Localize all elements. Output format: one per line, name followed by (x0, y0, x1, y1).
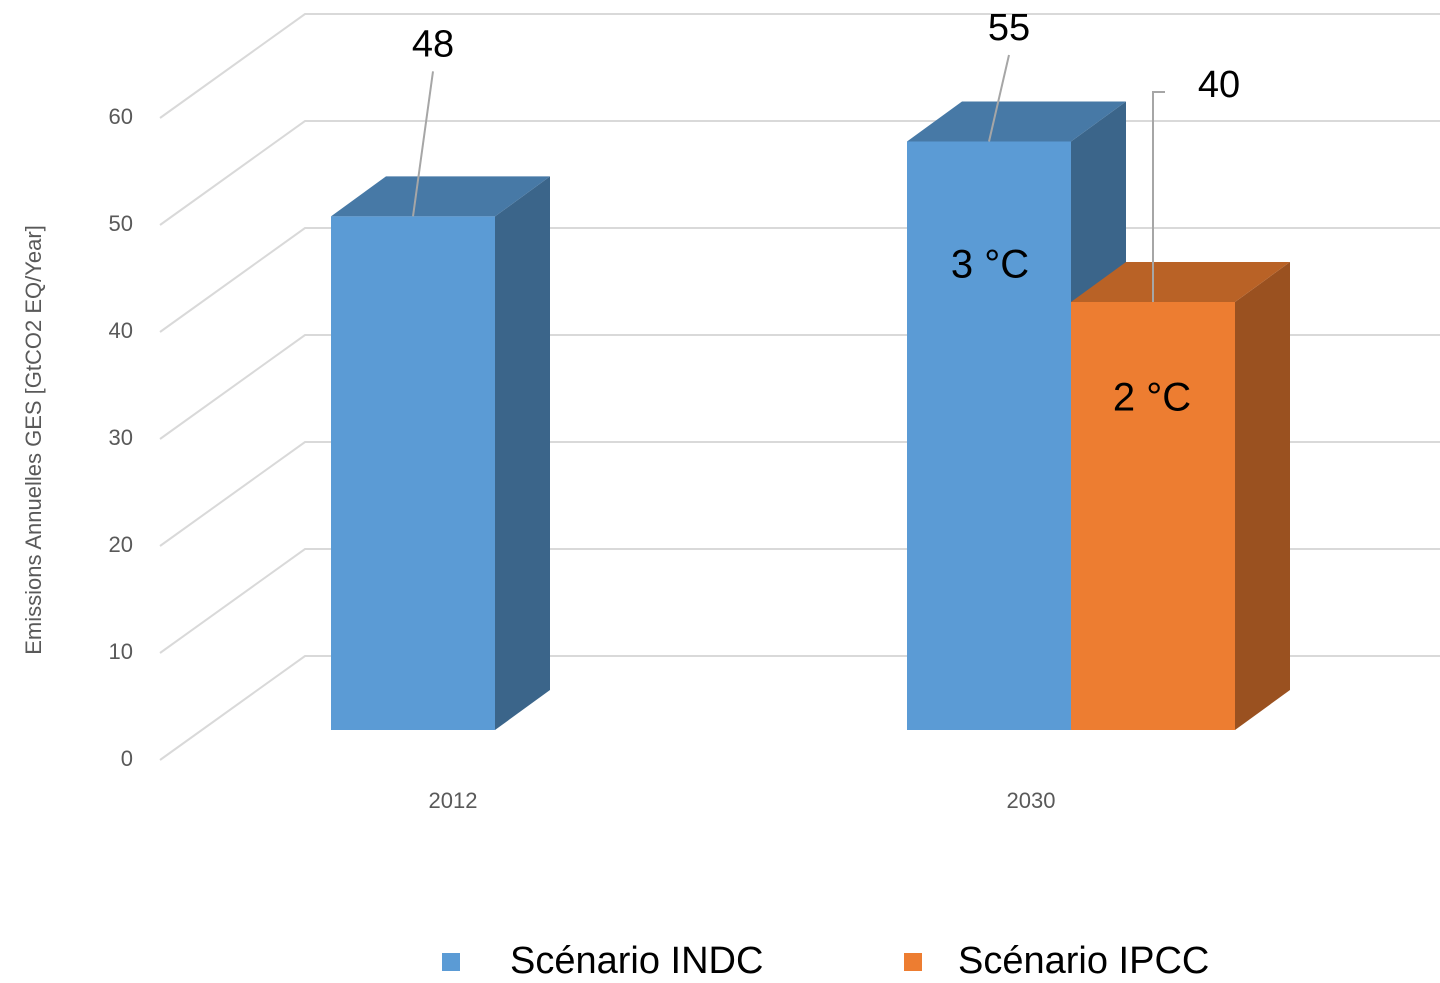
y-tick-label: 40 (109, 318, 133, 343)
bar (1071, 302, 1235, 730)
legend-label: Scénario IPCC (958, 940, 1209, 982)
leader-line (1152, 91, 1165, 302)
value-label: 48 (412, 23, 454, 65)
bar-top (331, 176, 550, 217)
leader-line (988, 54, 1010, 142)
y-tick-label: 60 (109, 104, 133, 129)
annotation: 2 °C (1113, 376, 1191, 420)
annotation: 3 °C (951, 243, 1029, 287)
legend-swatch (442, 953, 460, 971)
bar-top (907, 101, 1126, 142)
bar-top (1071, 262, 1290, 302)
leader-line (412, 71, 434, 217)
value-label: 55 (988, 7, 1030, 49)
y-tick-label: 50 (109, 211, 133, 236)
grid-line (159, 13, 1440, 119)
bar (907, 141, 1071, 730)
y-tick-label: 30 (109, 425, 133, 450)
y-tick-label: 20 (109, 532, 133, 557)
y-tick-label: 0 (121, 746, 133, 771)
bar-side (1235, 262, 1290, 730)
bar-side (495, 176, 550, 730)
legend-label: Scénario INDC (510, 940, 763, 982)
bar (331, 216, 495, 730)
x-tick-label: 2012 (429, 788, 478, 813)
x-tick-label: 2030 (1007, 788, 1056, 813)
y-tick-label: 10 (109, 639, 133, 664)
y-axis-label: Emissions Annuelles GES [GtCO2 EQ/Year] (21, 225, 46, 655)
legend-swatch (904, 953, 922, 971)
value-label: 40 (1198, 64, 1240, 106)
